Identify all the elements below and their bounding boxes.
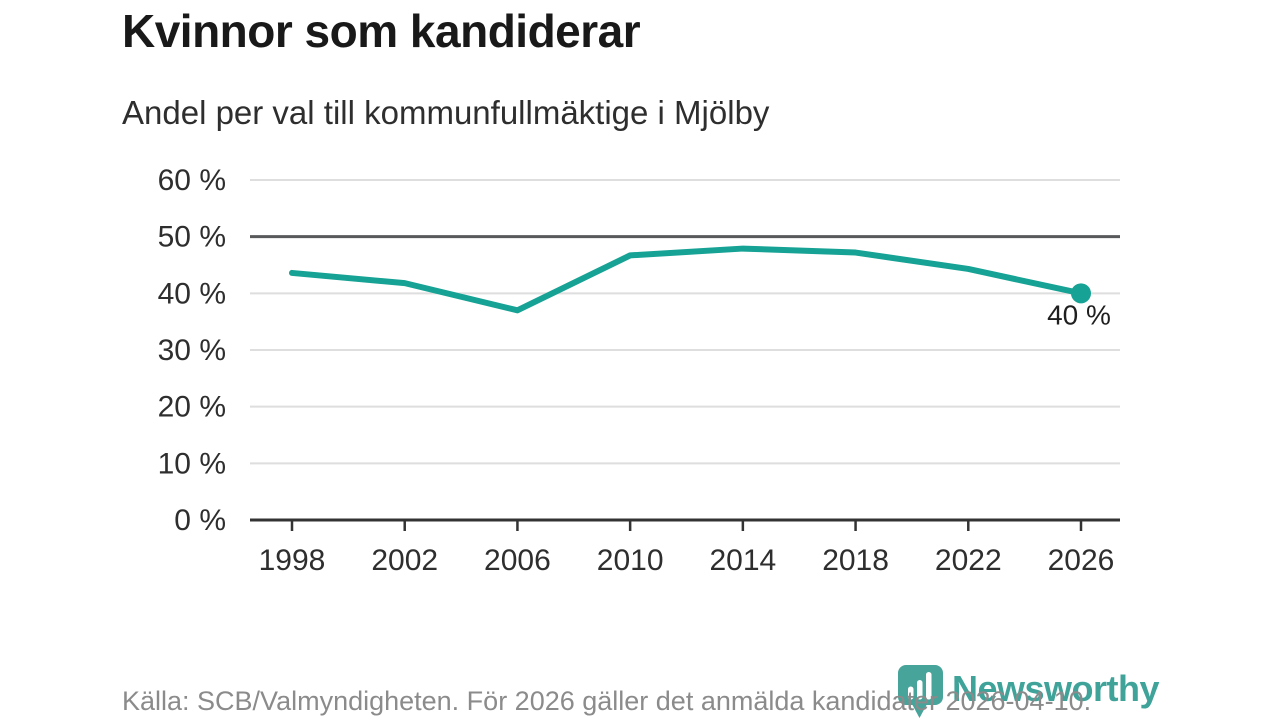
x-axis-tick-label: 2018	[822, 544, 889, 577]
newsworthy-logo-text: Newsworthy	[952, 668, 1160, 709]
newsworthy-logo: Newsworthy	[897, 664, 1160, 720]
x-axis-tick-label: 2006	[484, 544, 551, 577]
y-axis-tick-label: 40 %	[158, 277, 226, 310]
newsworthy-pin-barchart-icon	[898, 665, 943, 718]
y-axis-tick-label: 0 %	[174, 504, 226, 537]
x-axis-tick-label: 2010	[597, 544, 664, 577]
chart-title: Kvinnor som kandiderar	[122, 5, 641, 57]
y-axis-tick-label: 20 %	[158, 391, 226, 424]
trend-line	[289, 245, 1084, 314]
x-axis-tick-label: 2026	[1048, 544, 1115, 577]
y-axis-tick-label: 60 %	[158, 164, 226, 197]
y-axis-tick-label: 50 %	[158, 221, 226, 254]
chart-subtitle: Andel per val till kommunfullmäktige i M…	[122, 94, 770, 131]
y-axis-tick-label: 10 %	[158, 447, 226, 480]
end-point-marker	[1071, 283, 1091, 304]
x-axis-tick-label: 2014	[709, 544, 776, 577]
y-axis-tick-label: 30 %	[158, 334, 226, 367]
x-axis-tick-label: 2002	[371, 544, 438, 577]
end-value-label: 40 %	[1047, 299, 1111, 330]
source-note: Källa: SCB/Valmyndigheten. För 2026 gäll…	[122, 686, 1092, 716]
x-axis-tick-label: 2022	[935, 544, 1002, 577]
x-axis-tick-label: 1998	[259, 544, 326, 577]
